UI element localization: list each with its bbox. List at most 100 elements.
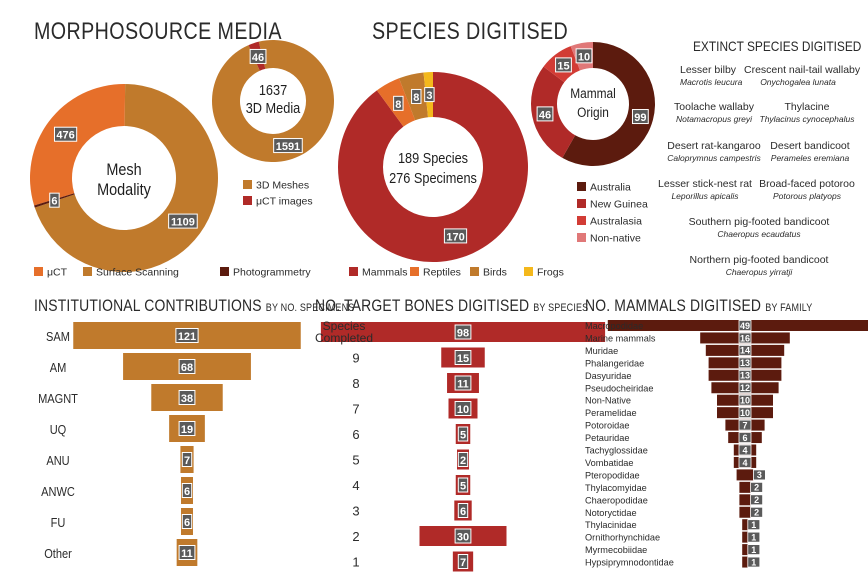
value-label-bg: [750, 506, 763, 518]
category-label: ANWC: [41, 484, 75, 499]
value-label-bg: [393, 95, 404, 111]
value-label-bg: [738, 369, 752, 381]
category-label: Phalangeridae: [585, 358, 644, 368]
value-label: 99: [634, 112, 646, 124]
value-label-bg: [178, 421, 196, 436]
extinct-entry: Desert bandicoot Perameles eremiana: [768, 140, 852, 164]
value-label: 170: [446, 231, 464, 243]
extinct-entry: Thylacine Thylacinus cynocephalus: [758, 101, 856, 125]
extinct-entry: Broad-faced potoroo Potorous platyops: [758, 178, 856, 202]
mammals-heading-title: NO. MAMMALS DIGITISED: [585, 296, 762, 315]
legend-swatch: [349, 267, 358, 276]
bar: [607, 320, 868, 331]
legend-label: Birds: [483, 267, 507, 279]
category-label: Muridae: [585, 346, 618, 356]
value-label: 10: [740, 408, 750, 418]
value-label-bg: [454, 401, 472, 416]
value-label: 2: [754, 508, 759, 518]
value-label-bg: [411, 88, 422, 104]
legend-3d_media: 3D Meshes μCT images: [243, 180, 313, 208]
legend-label: Mammals: [362, 267, 408, 279]
value-label: 10: [457, 404, 469, 416]
value-label: 6: [460, 506, 466, 518]
legend-swatch: [470, 267, 479, 276]
institutional-heading-title: INSTITUTIONAL CONTRIBUTIONS: [34, 296, 262, 315]
institutional-heading-sub: BY NO. SPECIMENS: [265, 302, 355, 314]
center-label: 189 Species: [398, 149, 468, 166]
legend-label: Frogs: [537, 267, 564, 279]
institutional-heading: INSTITUTIONAL CONTRIBUTIONS BY NO. SPECI…: [34, 296, 354, 316]
value-label-bg: [457, 477, 469, 493]
value-label-bg: [178, 359, 196, 374]
center-label: 3D Media: [246, 99, 301, 116]
bar: [739, 506, 751, 518]
value-label: 46: [539, 109, 551, 121]
legend-mammal_origin: Australia New Guinea Australasia Non-native: [577, 182, 648, 245]
value-label: 11: [181, 548, 193, 560]
value-label: 6: [184, 486, 190, 498]
legend-swatch: [83, 267, 92, 276]
extinct-entry: Lesser stick-nest rat Leporillus apicali…: [656, 178, 754, 202]
legend-label: Non-native: [590, 233, 641, 245]
extinct-name: Northern pig-footed bandicoot: [689, 254, 829, 266]
legend-swatch: [243, 196, 252, 205]
value-label: 46: [252, 52, 264, 64]
category-label: Pteropodidae: [585, 470, 640, 480]
value-label-bg: [738, 394, 752, 406]
extinct-sci: Thylacinus cynocephalus: [759, 114, 855, 124]
value-label-bg: [53, 126, 78, 142]
bones-heading: NO. TARGET BONES DIGITISED BY SPECIES: [315, 296, 588, 316]
value-label-bg: [738, 457, 752, 468]
extinct-entry: Northern pig-footed bandicoot Chaeropus …: [688, 254, 830, 278]
value-label-bg: [747, 556, 761, 568]
legend-swatch: [243, 180, 252, 189]
value-label: 2: [754, 483, 759, 493]
extinct-entry: Desert rat-kangaroo Caloprymnus campestr…: [662, 140, 766, 164]
value-label-bg: [750, 494, 763, 506]
value-label-bg: [178, 545, 196, 560]
category-label: 7: [352, 402, 359, 417]
legend-label: μCT: [47, 267, 68, 279]
value-label: 1: [751, 545, 756, 555]
value-label: 13: [740, 358, 750, 368]
value-label: 6: [742, 433, 747, 443]
category-label: Pseudocheiridae: [585, 383, 653, 393]
extinct-sci: Onychogalea lunata: [760, 77, 836, 87]
category-label: Marine mammals: [585, 333, 656, 343]
value-label: 38: [181, 393, 193, 405]
center-label: Mammal: [570, 85, 616, 101]
category-label: Tachyglossidae: [585, 446, 648, 456]
value-label-bg: [747, 531, 761, 543]
category-label: Ornithorhynchidae: [585, 533, 660, 543]
center-label: Origin: [577, 104, 609, 120]
value-label: 12: [740, 383, 750, 393]
slice: [212, 39, 334, 162]
value-label: 4: [742, 445, 747, 455]
extinct-sci: Chaeropus ecaudatus: [717, 229, 801, 239]
bones-heading-title: NO. TARGET BONES DIGITISED: [315, 296, 530, 315]
bars-institutional: 121 68 38 19 7 6 6 11 SAM AM MAGNT UQ ANU ANWC FU Other: [38, 322, 301, 566]
extinct-name: Thylacine: [784, 101, 830, 113]
legend-swatch: [220, 267, 229, 276]
category-label: 6: [352, 427, 359, 442]
value-label: 15: [557, 60, 569, 72]
bones-heading-sub: BY SPECIES: [533, 302, 589, 314]
category-label: Petauridae: [585, 433, 629, 443]
category-label: Non-Native: [585, 396, 631, 406]
value-label: 476: [56, 130, 74, 142]
value-label-bg: [738, 320, 752, 331]
category-label: Macropodidae: [585, 321, 643, 331]
legend-swatch: [577, 182, 586, 191]
category-label: Hypsiprymnodontidae: [585, 558, 674, 568]
value-label-bg: [738, 332, 752, 344]
extinct-entry: Crescent nail-tail wallaby Onychogalea l…: [744, 64, 860, 88]
extinct-sci: Caloprymnus campestris: [667, 153, 761, 163]
category-label: 5: [352, 453, 359, 468]
category-label: MAGNT: [38, 391, 78, 406]
category-label: 1: [352, 555, 359, 570]
value-label-bg: [454, 350, 472, 365]
value-label-bg: [178, 390, 196, 405]
value-label: 19: [181, 424, 193, 436]
value-label: 8: [413, 92, 419, 104]
